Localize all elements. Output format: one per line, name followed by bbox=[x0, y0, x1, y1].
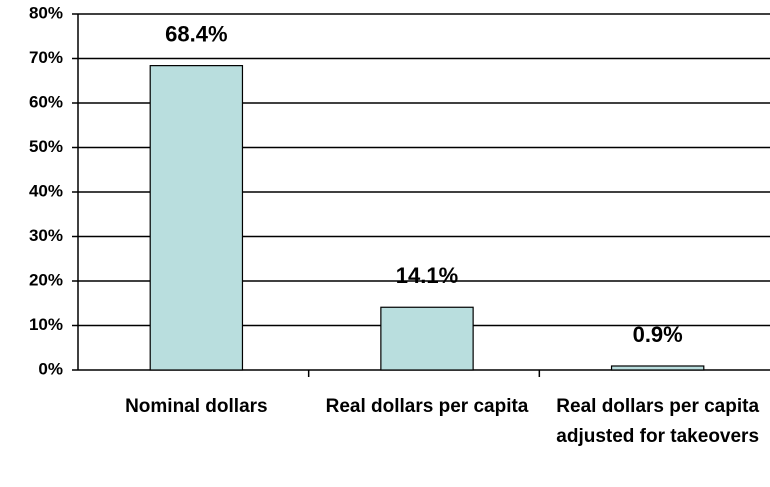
bar bbox=[380, 306, 474, 371]
y-tick-label: 70% bbox=[29, 48, 63, 67]
bar bbox=[610, 365, 705, 371]
x-tick-label: Nominal dollars bbox=[125, 396, 268, 417]
data-label: 14.1% bbox=[396, 263, 458, 288]
y-tick-label: 50% bbox=[29, 137, 63, 156]
x-tick-label: Real dollars per capita bbox=[325, 396, 529, 417]
y-tick-label: 10% bbox=[29, 315, 63, 334]
y-tick-label: 20% bbox=[29, 270, 63, 289]
data-label: 68.4% bbox=[165, 21, 227, 46]
y-tick-label: 30% bbox=[29, 226, 63, 245]
bar bbox=[149, 65, 244, 371]
y-tick-label: 0% bbox=[38, 359, 63, 378]
y-tick-label: 40% bbox=[29, 181, 63, 200]
y-tick-label: 80% bbox=[29, 3, 63, 22]
data-label: 0.9% bbox=[633, 322, 683, 347]
x-tick-label: Real dollars per capita adjusted for tak… bbox=[556, 396, 760, 447]
y-tick-label: 60% bbox=[29, 92, 63, 111]
